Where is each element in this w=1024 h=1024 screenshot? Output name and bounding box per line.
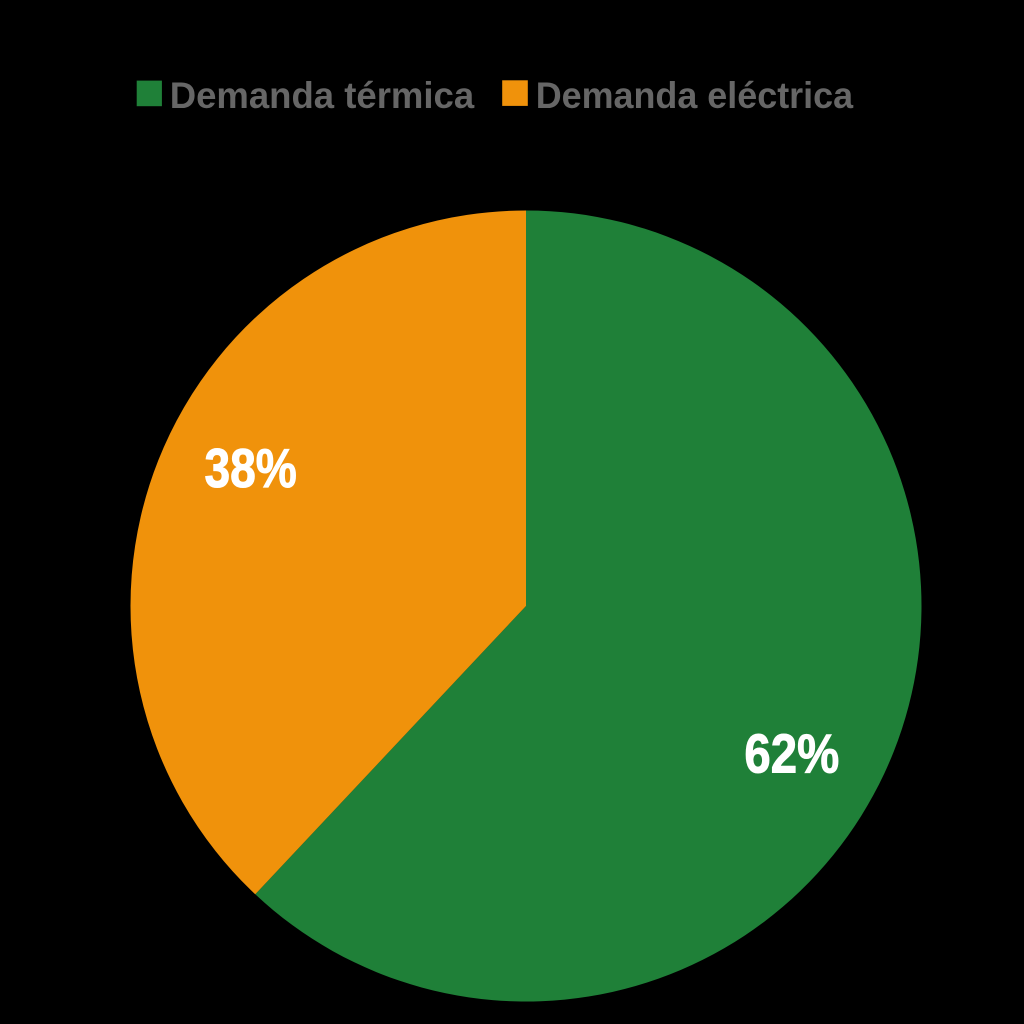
svg-text:Demanda eléctrica: Demanda eléctrica (536, 74, 854, 116)
svg-text:62%: 62% (744, 723, 839, 784)
svg-text:Demanda térmica: Demanda térmica (170, 75, 475, 116)
svg-text:38%: 38% (204, 437, 296, 499)
